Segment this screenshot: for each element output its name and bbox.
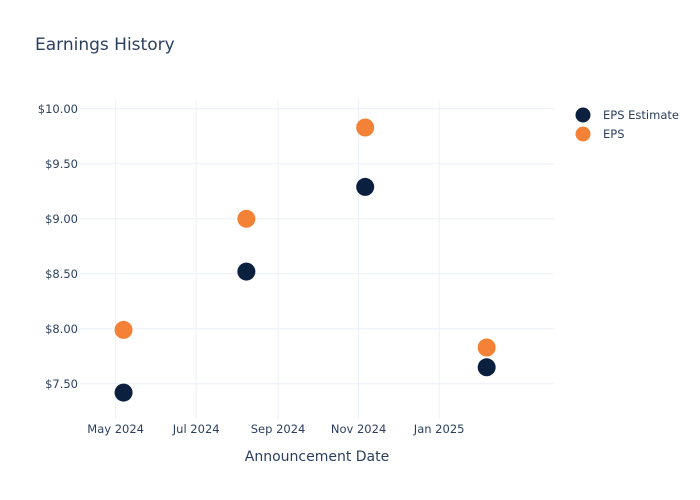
y-tick-label: $7.50 [45, 377, 78, 391]
data-point[interactable] [356, 118, 375, 137]
y-tick-label: $8.50 [45, 267, 78, 281]
y-tick-label: $9.00 [45, 212, 78, 226]
x-tick-label: Jul 2024 [172, 422, 220, 436]
legend-marker [575, 107, 591, 123]
data-point[interactable] [477, 358, 496, 377]
data-point[interactable] [114, 320, 133, 339]
data-point[interactable] [237, 262, 256, 281]
y-tick-label: $10.00 [38, 102, 78, 116]
x-axis-ticks: May 2024 Jul 2024 Sep 2024 Nov 2024 Jan 2025 [87, 422, 464, 436]
series-eps-estimate [114, 177, 496, 402]
series-eps [114, 118, 496, 357]
data-point[interactable] [237, 209, 256, 228]
grid-lines [80, 100, 554, 419]
legend-item[interactable]: EPS Estimate [575, 107, 679, 123]
data-points [114, 118, 496, 402]
data-point[interactable] [477, 338, 496, 357]
x-tick-label: May 2024 [87, 422, 144, 436]
y-tick-label: $9.50 [45, 157, 78, 171]
y-axis-ticks: $7.50 $8.00 $8.50 $9.00 $9.50 $10.00 [38, 102, 78, 391]
y-tick-label: $8.00 [45, 322, 78, 336]
x-tick-label: Sep 2024 [251, 422, 306, 436]
legend[interactable]: EPS Estimate EPS [575, 107, 679, 142]
x-tick-label: Jan 2025 [413, 422, 465, 436]
x-tick-label: Nov 2024 [331, 422, 386, 436]
legend-item[interactable]: EPS [575, 126, 625, 142]
legend-label: EPS Estimate [603, 108, 679, 122]
chart-title: Earnings History [35, 35, 175, 55]
legend-marker [575, 126, 591, 142]
legend-label: EPS [603, 127, 625, 141]
data-point[interactable] [114, 383, 133, 402]
data-point[interactable] [356, 177, 375, 196]
x-axis-title: Announcement Date [245, 449, 389, 465]
